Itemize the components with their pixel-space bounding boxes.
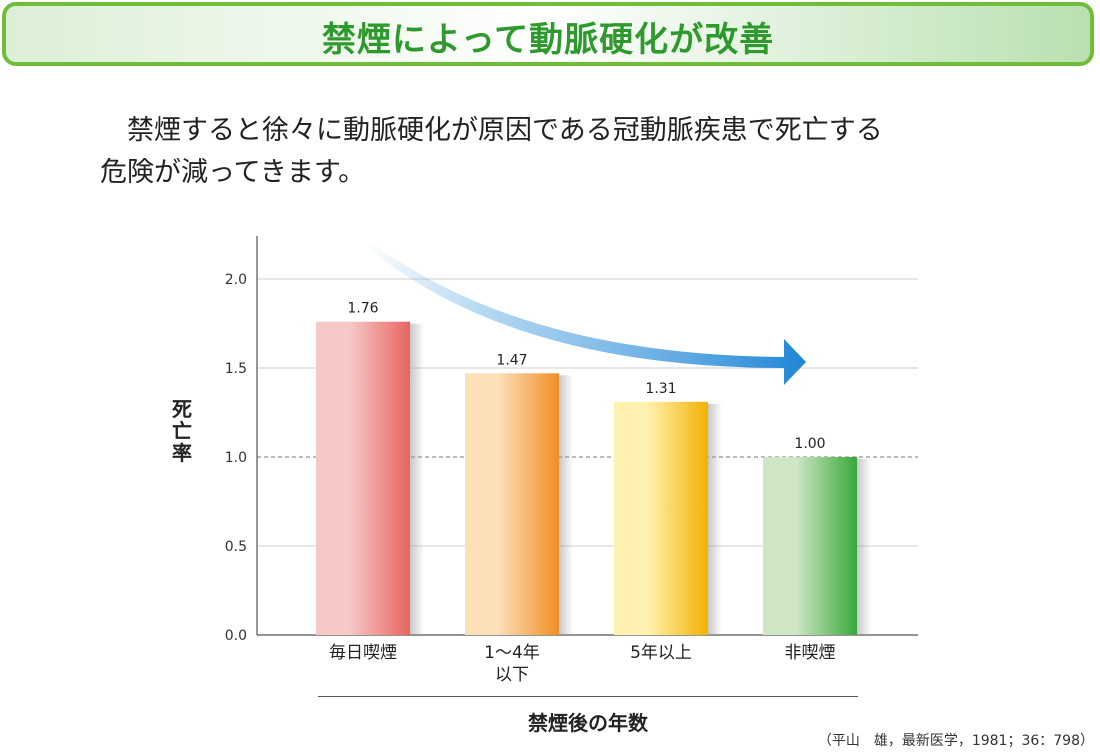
y-tick-label: 1.5: [225, 361, 247, 377]
x-axis-title-rule: [318, 696, 858, 697]
bar-shadow: [857, 459, 871, 635]
bar-shadow: [708, 403, 722, 635]
bar-value-label: 1.76: [347, 301, 378, 317]
y-tick-label: 0.0: [225, 628, 247, 644]
x-tick-label: 1～4年: [484, 643, 540, 663]
bar: [316, 321, 410, 635]
trend-arrow: [368, 240, 806, 385]
x-tick-label: 毎日喫煙: [329, 643, 397, 663]
x-tick-label: 5年以上: [630, 643, 692, 663]
bar-shadow: [410, 323, 424, 635]
x-tick-label: 以下: [495, 665, 529, 685]
title-banner: 禁煙によって動脈硬化が改善: [2, 2, 1094, 66]
y-axis-label: 死亡率: [172, 397, 192, 465]
page-title: 禁煙によって動脈硬化が改善: [321, 20, 775, 60]
bar: [465, 373, 559, 635]
x-axis-label: 禁煙後の年数: [528, 711, 648, 735]
y-tick-label: 2.0: [225, 272, 247, 288]
bar-value-label: 1.47: [496, 352, 527, 368]
bar: [614, 401, 708, 635]
intro-line-2: 危険が減ってきます。: [100, 157, 366, 188]
x-tick-label: 非喫煙: [785, 643, 836, 663]
intro-text: 禁煙すると徐々に動脈硬化が原因である冠動脈疾患で死亡する 危険が減ってきます。: [100, 110, 1020, 194]
source-citation: （平山 雄，最新医学，1981；36：798）: [817, 733, 1094, 749]
bar: [763, 457, 857, 635]
y-tick-label: 1.0: [225, 450, 247, 466]
bar-value-label: 1.31: [645, 381, 676, 397]
y-tick-label: 0.5: [225, 539, 247, 555]
bar-value-label: 1.00: [794, 436, 825, 452]
bar-shadow: [559, 375, 573, 635]
intro-line-1: 禁煙すると徐々に動脈硬化が原因である冠動脈疾患で死亡する: [127, 115, 883, 146]
